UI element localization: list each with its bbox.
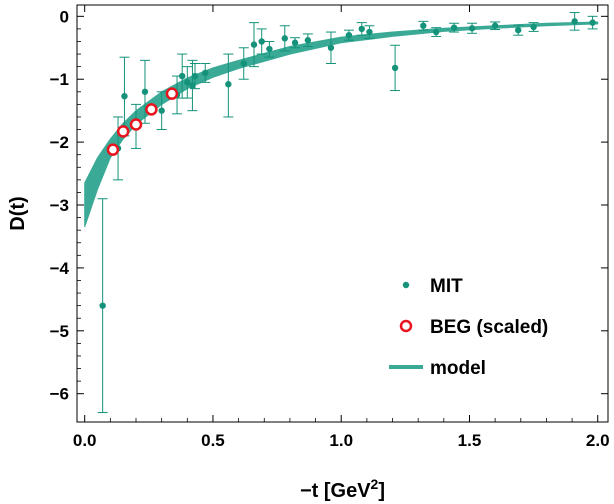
mit-point: [121, 92, 128, 100]
mit-point: [250, 41, 258, 48]
mit-point: [491, 22, 499, 29]
mit-point: [184, 79, 191, 86]
mit-point: [240, 60, 247, 67]
legend: MIT BEG (scaled) model: [389, 276, 548, 379]
x-axis-title: −t [GeV2]: [300, 476, 385, 502]
y-tick-label: −5: [50, 322, 69, 341]
beg-point: [129, 118, 143, 131]
mit-point: [189, 82, 196, 89]
mit-point: [304, 37, 312, 44]
mit-point: [450, 24, 458, 31]
mit-point: [178, 72, 186, 80]
x-axis-title-main: −t [GeV: [300, 480, 371, 502]
y-tick-label: −6: [50, 385, 69, 404]
mit-point: [345, 31, 353, 39]
mit-point: [468, 25, 476, 32]
mit-errorbar-layer: [97, 12, 598, 414]
beg-point: [106, 143, 120, 156]
mit-point: [571, 18, 578, 25]
legend-beg-label: BEG (scaled): [430, 317, 548, 338]
mit-point: [530, 23, 537, 31]
legend-beg-marker: [399, 319, 413, 333]
beg-point: [165, 87, 179, 100]
mit-point: [291, 39, 299, 46]
mit-point: [358, 25, 365, 33]
mit-point: [99, 302, 106, 309]
legend-model-label: model: [430, 358, 486, 379]
y-tick-label: 0: [60, 7, 69, 26]
x-tick-label: 1.0: [329, 431, 353, 450]
y-tick-label: −4: [50, 259, 70, 278]
mit-point: [266, 45, 273, 53]
mit-point: [589, 19, 596, 26]
beg-point: [116, 125, 130, 138]
y-axis-title: D(t): [7, 196, 29, 230]
x-tick-label: 2.0: [586, 431, 610, 450]
x-tick-label: 0.0: [73, 431, 97, 450]
mit-point: [281, 35, 288, 42]
mit-point: [191, 72, 199, 80]
y-tick-label: −1: [50, 70, 69, 89]
legend-mit-marker: [402, 281, 410, 289]
mit-point: [515, 26, 522, 34]
y-tick-label: −3: [50, 196, 69, 215]
x-axis-title-end: ]: [378, 480, 385, 502]
mit-point: [202, 69, 209, 77]
x-tick-label: 0.5: [201, 431, 225, 450]
mit-point: [225, 81, 232, 88]
mit-point: [432, 28, 440, 36]
x-axis-title-sup: 2: [371, 476, 379, 492]
beg-point-layer: [106, 87, 179, 156]
x-tick-label: 1.5: [458, 431, 482, 450]
y-tick-label: −2: [50, 133, 69, 152]
mit-point: [141, 88, 149, 95]
beg-point: [145, 103, 158, 116]
mit-point-layer: [99, 18, 596, 309]
plot-frame: [76, 4, 609, 423]
mit-point: [366, 28, 373, 36]
tick-layer: 0.0 0.5 1.0 1.5 2.0 0 −1 −2 −3 −4 −5 −6: [50, 5, 610, 450]
legend-mit-label: MIT: [430, 276, 463, 297]
mit-point: [158, 107, 165, 114]
mit-point: [420, 22, 427, 29]
mit-point: [258, 38, 265, 45]
mit-point: [327, 44, 335, 51]
mit-point: [391, 64, 399, 72]
